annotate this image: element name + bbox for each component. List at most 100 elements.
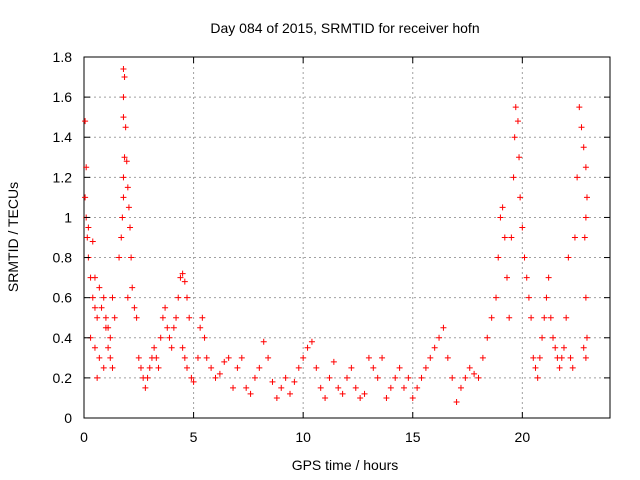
data-point [479,354,486,361]
data-point [539,334,546,341]
data-point [83,164,90,171]
data-point [120,194,127,201]
data-point [216,370,223,377]
data-point [247,390,254,397]
data-point [574,174,581,181]
data-point [155,364,162,371]
data-point [379,354,386,361]
data-point [109,364,116,371]
data-point [563,314,570,321]
data-point [184,294,191,301]
data-point [374,374,381,381]
data-point [506,314,513,321]
data-point [175,294,182,301]
data-point [124,294,131,301]
data-point [365,354,372,361]
data-point [313,364,320,371]
data-point [127,224,134,231]
data-point [137,364,144,371]
data-point [571,234,578,241]
data-point [550,334,557,341]
data-point [287,390,294,397]
data-point [82,194,89,201]
data-point [581,234,588,241]
data-point [96,354,103,361]
data-point [129,284,136,291]
data-point [168,344,175,351]
data-point [157,334,164,341]
data-point [466,364,473,371]
data-point [179,270,186,277]
data-point [186,314,193,321]
data-point [212,374,219,381]
data-point [536,354,543,361]
y-tick-label: 0.6 [53,290,73,306]
data-point [91,274,98,281]
data-point [471,370,478,377]
data-point [179,344,186,351]
data-point [580,344,587,351]
data-point [221,358,228,365]
data-point [308,338,315,345]
data-point [512,104,519,111]
axis-ticks: 0 0.2 0.4 0.6 0.8 1 1.2 1.4 1.6 1.8 0 5 10 15 20 [53,49,610,445]
data-point [146,364,153,371]
data-point [330,358,337,365]
data-point [234,364,241,371]
data-point [131,304,138,311]
data-point [170,324,177,331]
data-point [322,394,329,401]
data-point [344,374,350,381]
data-point [556,364,563,371]
data-point [396,364,403,371]
data-point [339,390,346,397]
data-point [238,354,245,361]
data-point [530,354,537,361]
data-point [111,314,118,321]
data-point [142,384,149,391]
data-point [534,374,541,381]
data-point [516,154,523,161]
data-point [273,394,280,401]
y-tick-label: 1.4 [53,129,73,145]
data-point [326,374,333,381]
data-point [162,304,169,311]
data-point [98,304,105,311]
data-point [116,254,123,261]
data-point [582,164,589,171]
data-point [576,104,583,111]
data-point [105,344,112,351]
data-point [89,294,96,301]
data-point [436,334,443,341]
data-point [91,304,98,311]
data-point [291,378,298,385]
data-point [89,238,96,245]
data-point [121,154,128,161]
data-point [567,354,574,361]
data-point [560,344,567,351]
data-point [543,294,550,301]
data-point [582,214,589,221]
data-point [225,354,232,361]
data-point [488,314,495,321]
data-point [514,118,521,125]
data-point [422,364,429,371]
x-tick-label: 10 [295,429,311,445]
data-point [184,364,191,371]
y-tick-label: 0.4 [53,330,73,346]
data-point [541,314,548,321]
data-point [124,184,131,191]
data-point [135,354,142,361]
data-point [405,374,412,381]
data-point [361,390,368,397]
data-point [501,234,508,241]
data-point [177,274,184,281]
data-point [105,324,112,331]
data-point [102,314,109,321]
data-point [523,274,530,281]
data-point [583,194,590,201]
data-point [510,174,517,181]
data-point [121,74,128,81]
data-point [120,66,127,73]
